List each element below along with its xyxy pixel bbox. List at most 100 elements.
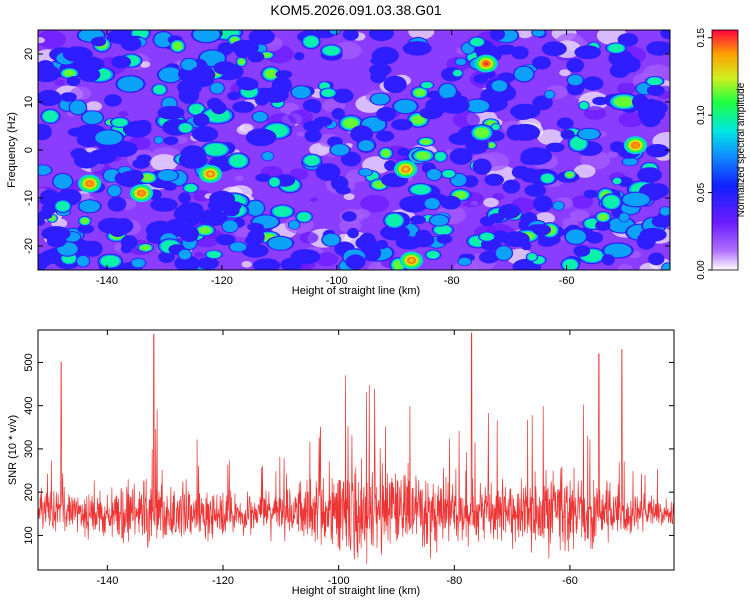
heatmap-blob [541,174,554,183]
heatmap-blob [331,108,345,120]
heatmap-blob [73,152,99,169]
heatmap-blob [310,104,321,114]
snr-x-axis-label: Height of straight line (km) [292,585,420,597]
colorbar-gradient [711,29,739,271]
snr-x-tick-label: -120 [212,575,234,587]
snr-x-ticks: -140 -120 -100 -80 -60 [96,330,578,587]
heatmap-blob [520,154,540,165]
snr-background [38,330,674,570]
snr-y-tick-label: 100 [23,526,35,544]
heatmap-blob [336,186,351,195]
heatmap-texture [315,252,339,267]
heatmap-blob [501,231,530,247]
heatmap-texture [194,251,204,258]
heatmap-x-tick-label: -60 [559,275,575,287]
heatmap-x-tick-label: -80 [444,275,460,287]
heatmap-blob [158,67,182,83]
heatmap-blob [560,129,575,140]
heatmap-blob [211,101,227,115]
heatmap-x-tick-label: -120 [211,275,233,287]
heatmap-blob [199,50,225,66]
heatmap-texture [239,123,254,132]
heatmap-blob [488,142,495,148]
heatmap-blob [341,211,357,222]
heatmap-blob [583,189,598,199]
heatmap-texture [571,195,594,209]
heatmap-texture [192,190,212,202]
heatmap-y-tick-label: -10 [23,190,35,206]
heatmap-blob [427,169,442,181]
heatmap-blob [573,245,591,257]
heatmap-blob [563,259,578,270]
heatmap-blob [358,168,372,176]
heatmap-texture [289,168,309,180]
heatmap-blob [454,191,467,199]
heatmap-texture [234,175,244,182]
heatmap-blob [603,195,620,209]
heatmap-blob [189,104,204,115]
heatmap-blob [343,118,359,129]
heatmap-blob [291,86,311,99]
heatmap-texture [408,30,435,40]
heatmap-blob [604,243,632,258]
heatmap-blob [210,82,224,94]
heatmap-blob [131,258,146,268]
heatmap-blob [376,130,395,142]
heatmap-blob [470,38,484,46]
heatmap-blob [574,45,601,60]
heatmap-y-tick-label: 10 [23,96,35,108]
heatmap-blob [537,237,556,247]
heatmap-blob [369,63,392,77]
heatmap-blob [150,197,178,212]
heatmap-blob [95,130,123,145]
heatmap-blob [443,170,455,178]
heatmap-blob [609,63,630,78]
heatmap-blob [648,252,665,266]
colorbar-tick-label: 0.00 [696,260,707,280]
heatmap-blob [38,123,52,141]
heatmap-blob [122,120,152,138]
heatmap-blob [465,99,490,113]
heatmap-blob [157,170,178,181]
heatmap-blob [425,97,450,115]
heatmap-blob [107,196,127,212]
heatmap-blob [304,129,322,143]
heatmap-blob [381,149,391,157]
heatmap-blob [430,215,449,226]
heatmap-blob [636,232,656,250]
heatmap-blob [449,148,473,165]
heatmap-blob [265,69,277,79]
heatmap-blob [171,223,197,238]
heatmap-blob [647,77,662,85]
heatmap-blob [140,245,151,251]
snr-y-tick-label: 200 [23,483,35,501]
heatmap-y-tick-label: 0 [23,147,35,153]
heatmap-blob [39,189,59,207]
heatmap-blob [347,227,359,239]
heatmap-texture [38,30,66,49]
heatmap-blob [427,251,439,259]
heatmap-blob [38,254,52,268]
heatmap-blob [191,126,219,143]
heatmap-blob [120,235,138,250]
heatmap-texture [483,197,499,208]
heatmap-blob [455,58,467,66]
heatmap-blob [495,246,512,260]
heatmap-blob [304,36,318,48]
heatmap-blob [111,55,131,69]
heatmap-blob [368,30,394,42]
heatmap-blob [355,236,378,250]
heatmap-blob [205,143,227,156]
figure-title: KOM5.2026.091.03.38.G01 [270,2,441,18]
heatmap-blob [268,236,293,250]
heatmap-blob [193,113,210,127]
heatmap-blob [109,225,126,237]
heatmap-blob [582,76,604,91]
heatmap-blob [511,46,529,60]
heatmap-blob [491,124,500,130]
heatmap-blob [332,88,354,104]
heatmap-peak [483,61,489,66]
snr-x-tick-label: -60 [562,575,578,587]
heatmap-blob [227,91,241,101]
heatmap-blob [163,182,177,191]
